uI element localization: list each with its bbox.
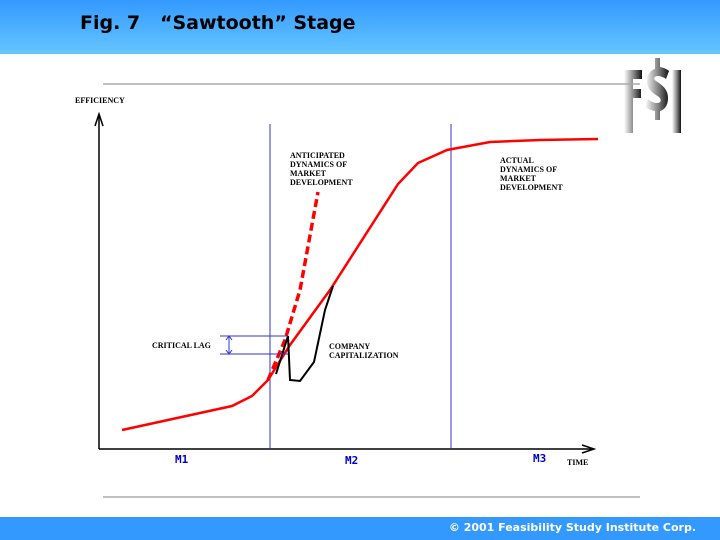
stage-label-m2: M2 — [345, 454, 358, 467]
anticipated-curve — [266, 191, 320, 381]
fsi-logo — [624, 58, 681, 133]
critical-lag-label: CRITICAL LAG — [152, 341, 211, 350]
page-title: Fig. 7 “Sawtooth” Stage — [80, 12, 356, 34]
stage-label-m3: M3 — [533, 452, 546, 465]
svg-text:MARKET: MARKET — [500, 174, 537, 183]
footer-bar: © 2001 Feasibility Study Institute Corp. — [0, 517, 720, 540]
svg-text:DEVELOPMENT: DEVELOPMENT — [290, 178, 353, 187]
anticipated-label: ANTICIPATED DYNAMICS OF MARKET DEVELOPME… — [290, 151, 353, 187]
svg-text:ANTICIPATED: ANTICIPATED — [290, 151, 345, 160]
svg-text:MARKET: MARKET — [290, 169, 327, 178]
actual-label: ACTUAL DYNAMICS OF MARKET DEVELOPMENT — [500, 156, 563, 192]
svg-text:DEVELOPMENT: DEVELOPMENT — [500, 183, 563, 192]
stage-label-m1: M1 — [175, 453, 189, 466]
svg-text:DYNAMICS OF: DYNAMICS OF — [500, 165, 557, 174]
actual-curve — [121, 137, 599, 432]
x-axis — [99, 444, 597, 454]
y-axis — [94, 111, 104, 449]
svg-text:ACTUAL: ACTUAL — [500, 156, 534, 165]
svg-text:DYNAMICS OF: DYNAMICS OF — [290, 160, 347, 169]
copyright: © 2001 Feasibility Study Institute Corp. — [448, 521, 696, 534]
svg-text:COMPANY: COMPANY — [329, 342, 370, 351]
company-capitalization-label: COMPANY CAPITALIZATION — [329, 342, 399, 360]
y-axis-label: EFFICIENCY — [75, 96, 125, 105]
critical-lag-bracket — [220, 335, 288, 355]
x-axis-label: TIME — [567, 458, 588, 467]
header-bar: Fig. 7 “Sawtooth” Stage — [0, 0, 720, 54]
svg-text:CAPITALIZATION: CAPITALIZATION — [329, 351, 399, 360]
company-capitalization-curve — [275, 285, 334, 383]
